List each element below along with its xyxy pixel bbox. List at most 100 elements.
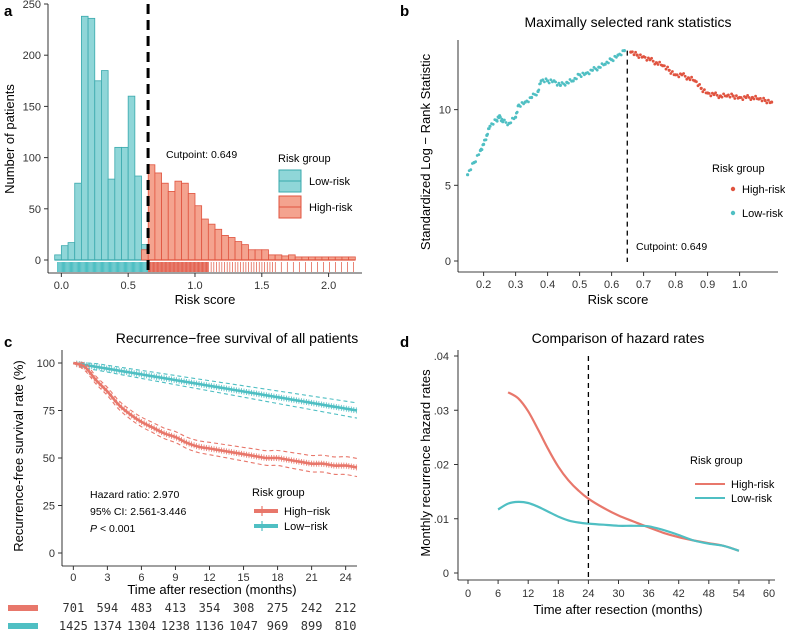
- pc-y-tick-label: 100: [37, 358, 55, 370]
- pa-rug: [57, 262, 354, 272]
- pb-point-low: [619, 53, 623, 57]
- pd-y-label: Monthly recurrence hazard rates: [418, 369, 433, 557]
- pb-x-tick-label: 0.6: [604, 279, 619, 291]
- pd-y-tick-label: .04: [434, 351, 449, 363]
- pa-low-bar: [67, 242, 76, 261]
- pa-high-bar: [248, 249, 256, 261]
- pb-point-high: [765, 101, 769, 105]
- pb-point-high: [695, 80, 698, 84]
- pa-low-bars: [54, 15, 149, 261]
- pc-risk-numbers: 701 1425 594 1374 483 1304 413 1238 354 1136 308 10…: [59, 601, 357, 633]
- pb-point-high: [722, 92, 725, 96]
- pa-high-bar: [261, 249, 269, 261]
- pc-risk-low-count: 1136: [195, 619, 224, 633]
- pb-point-high: [746, 94, 749, 97]
- pb-x-tick-label: 0.8: [668, 279, 683, 291]
- pb-point-high: [666, 65, 669, 69]
- pb-point-high: [643, 56, 647, 59]
- pa-legend-high: High-risk: [309, 202, 353, 214]
- pa-legend-low: Low-risk: [309, 176, 350, 188]
- pb-point-high: [650, 56, 653, 60]
- pb-point-high: [728, 95, 732, 99]
- pb-point-high: [634, 50, 637, 54]
- pa-high-bar: [254, 249, 263, 261]
- pc-title: Recurrence−free survival of all patients: [116, 330, 358, 346]
- pa-low-bar: [94, 80, 102, 261]
- pb-point-high: [747, 96, 751, 99]
- pb-point-high: [727, 93, 730, 97]
- pb-point-high: [730, 92, 733, 96]
- pb-point-low: [563, 83, 567, 87]
- pa-high-bar: [201, 218, 209, 261]
- pb-point-low: [488, 124, 492, 128]
- pb-point-high: [760, 99, 764, 103]
- pc-risk-high-count: 275: [267, 601, 289, 615]
- pa-high-bar: [161, 182, 169, 261]
- pb-point-low: [595, 68, 599, 72]
- pb-point-low: [555, 83, 559, 87]
- pb-point-high: [754, 94, 757, 98]
- pc-risk-high-count: 701: [63, 601, 85, 615]
- pc-legend-high: High−risk: [284, 506, 331, 518]
- pa-high-bar: [181, 182, 189, 261]
- pc-y-tick-label: 75: [43, 406, 55, 418]
- pb-point-high: [635, 53, 639, 57]
- pb-x-tick-label: 0.2: [476, 279, 491, 291]
- pb-point-high: [637, 56, 641, 59]
- pc-x-tick-label: 18: [271, 572, 283, 584]
- pc-x-label: Time after resection (months): [127, 582, 296, 597]
- pc-curve-high: [72, 361, 358, 469]
- pc-y-label: Recurrence-free survival rate (%): [11, 360, 26, 551]
- pb-cutpoint-label: Cutpoint: 0.649: [636, 241, 707, 253]
- panel-c-letter: c: [4, 334, 12, 351]
- pa-y-tick-label: 0: [35, 255, 41, 267]
- pb-point-high: [669, 72, 673, 75]
- pb-point-high: [703, 88, 706, 91]
- pc-x-tick-label: 6: [138, 572, 144, 584]
- pb-point-low: [535, 93, 538, 97]
- pc-at-risk-table: 701 1425 594 1374 483 1304 413 1238 354 1136 308 10…: [8, 601, 356, 633]
- pc-curve-low: [73, 361, 358, 412]
- pb-point-high: [688, 78, 692, 82]
- pb-point-low: [484, 138, 488, 142]
- pb-legend-low: Low-risk: [742, 208, 783, 220]
- pc-x-tick-label: 0: [70, 572, 76, 584]
- pa-low-bar: [81, 15, 89, 261]
- pb-point-high: [735, 94, 738, 98]
- pb-point-high: [682, 72, 685, 75]
- pc-x-tick-label: 21: [305, 572, 317, 584]
- pb-point-high: [699, 86, 703, 90]
- pb-point-low: [587, 72, 591, 76]
- pc-lines: [72, 360, 358, 478]
- pb-point-low: [611, 59, 615, 63]
- pd-legend-high: High-risk: [731, 479, 775, 491]
- pa-x-tick-label: 1.0: [187, 280, 202, 292]
- pb-legend-low-dot: [730, 210, 736, 216]
- pb-point-high: [709, 94, 713, 98]
- pb-point-low: [537, 88, 541, 92]
- pa-high-bar: [281, 255, 289, 261]
- pc-ci-upper: [73, 361, 358, 459]
- pa-high-bar: [241, 244, 249, 261]
- pb-point-low: [519, 105, 522, 108]
- pb-point-high: [701, 90, 705, 94]
- pc-y-tick-label: 0: [49, 548, 55, 560]
- pa-high-bar: [288, 254, 296, 261]
- pb-legend-title: Risk group: [712, 163, 765, 175]
- pc-risk-high-count: 354: [199, 601, 221, 615]
- pa-high-bar: [207, 223, 216, 261]
- pb-point-low: [615, 55, 618, 59]
- pc-annotations: Hazard ratio: 2.970 95% CI: 2.561-3.446 …: [90, 489, 186, 535]
- pa-y-label: Number of patients: [2, 84, 17, 194]
- pb-x-tick-label: 0.5: [572, 279, 587, 291]
- pb-point-high: [767, 98, 770, 102]
- pa-high-bar: [174, 180, 183, 261]
- pa-x-tick-label: 0.5: [121, 280, 136, 292]
- pb-point-high: [707, 92, 711, 95]
- pd-legend-title: Risk group: [690, 455, 743, 467]
- pb-point-low: [466, 173, 470, 177]
- pa-low-bar: [54, 254, 62, 261]
- pb-point-high: [656, 63, 660, 66]
- pb-legend: Risk group High-risk Low-risk: [712, 163, 785, 220]
- pa-low-bar: [127, 95, 136, 261]
